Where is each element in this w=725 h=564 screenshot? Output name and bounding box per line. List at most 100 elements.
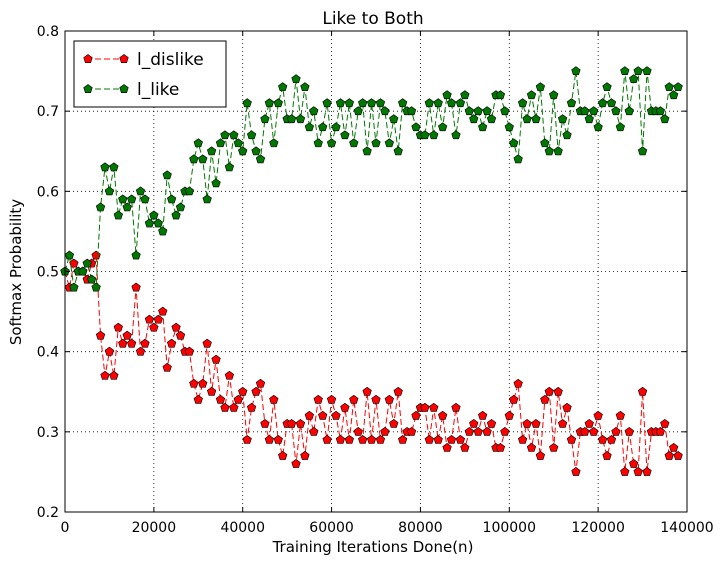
data-point-l-dislike <box>549 442 559 452</box>
data-point-l-dislike <box>144 314 155 324</box>
data-point-l-like <box>87 274 97 284</box>
legend-label: l_like <box>137 80 179 100</box>
data-point-l-dislike <box>606 434 617 444</box>
data-point-l-dislike <box>251 386 261 396</box>
data-point-l-dislike <box>411 410 421 420</box>
data-point-l-dislike <box>380 426 390 436</box>
data-point-l-dislike <box>260 418 270 428</box>
data-point-l-like <box>122 202 132 212</box>
data-point-l-like <box>318 122 328 132</box>
data-point-l-like <box>135 186 146 196</box>
y-tick-label: 0.3 <box>37 425 59 441</box>
data-point-l-dislike <box>642 467 652 476</box>
data-point-l-like <box>246 130 257 140</box>
data-point-l-dislike <box>446 434 457 444</box>
data-point-l-like <box>420 130 430 140</box>
data-point-l-like <box>531 114 541 124</box>
data-point-l-like <box>477 122 488 132</box>
data-point-l-dislike <box>611 426 621 436</box>
data-point-l-dislike <box>393 386 403 396</box>
data-point-l-dislike <box>593 410 603 420</box>
legend: l_dislike l_like <box>73 40 227 108</box>
data-point-l-dislike <box>460 442 470 452</box>
data-point-l-like <box>597 98 608 108</box>
data-point-l-like <box>544 146 554 156</box>
data-point-l-dislike <box>660 418 670 428</box>
data-point-l-dislike <box>193 394 203 404</box>
tick-group: 0 20000 40000 60000 80000 100000 120000 140000 0… <box>37 24 714 536</box>
data-point-l-dislike <box>313 394 323 404</box>
data-point-l-like <box>198 154 208 164</box>
data-point-l-dislike <box>118 338 128 348</box>
data-point-l-dislike <box>358 434 368 444</box>
data-point-l-like <box>264 98 275 108</box>
y-tick-label: 0.7 <box>37 104 59 120</box>
data-point-l-dislike <box>291 459 301 468</box>
data-point-l-dislike <box>113 322 123 332</box>
data-point-l-like <box>349 138 359 148</box>
data-point-l-like <box>251 146 261 156</box>
legend-marker <box>83 54 93 63</box>
data-point-l-dislike <box>455 434 466 444</box>
data-point-l-dislike <box>420 402 430 412</box>
data-point-l-dislike <box>149 322 159 332</box>
data-point-l-like <box>611 106 621 116</box>
data-point-l-like <box>642 66 652 76</box>
data-point-l-dislike <box>264 434 275 444</box>
data-point-l-like <box>633 66 643 76</box>
data-point-l-dislike <box>238 386 248 396</box>
data-point-l-like <box>113 210 123 220</box>
data-point-l-like <box>540 138 550 148</box>
data-point-l-like <box>557 114 568 124</box>
data-point-l-dislike <box>513 378 523 388</box>
data-point-l-like <box>482 106 492 116</box>
data-point-l-like <box>669 90 679 100</box>
data-point-l-dislike <box>597 434 608 444</box>
chart-title: Like to Both <box>322 9 423 29</box>
data-point-l-like <box>442 90 452 100</box>
data-point-l-like <box>606 98 617 108</box>
data-point-l-like <box>513 154 523 164</box>
data-point-l-like <box>82 258 92 268</box>
data-point-l-dislike <box>171 322 181 332</box>
data-point-l-dislike <box>273 434 283 444</box>
data-point-l-like <box>353 106 363 116</box>
data-point-l-like <box>375 98 386 108</box>
data-point-l-dislike <box>424 434 434 444</box>
data-point-l-dislike <box>353 426 363 436</box>
data-point-l-like <box>162 170 172 180</box>
data-point-l-dislike <box>398 434 408 444</box>
data-point-l-dislike <box>562 402 572 412</box>
data-point-l-dislike <box>495 442 506 452</box>
data-point-l-like <box>562 130 572 140</box>
data-point-l-like <box>300 82 310 92</box>
data-point-l-like <box>158 226 168 236</box>
data-point-l-like <box>322 98 332 108</box>
data-point-l-dislike <box>322 434 332 444</box>
data-point-l-like <box>78 266 88 276</box>
data-point-l-dislike <box>384 394 394 404</box>
data-point-l-like <box>571 66 581 76</box>
y-tick-label: 0.6 <box>37 184 59 200</box>
data-point-l-dislike <box>362 386 372 396</box>
data-point-l-like <box>269 138 279 148</box>
data-point-l-like <box>624 106 634 116</box>
data-point-l-like <box>238 146 248 156</box>
data-point-l-dislike <box>526 442 537 452</box>
data-point-l-like <box>593 122 603 132</box>
data-point-l-dislike <box>326 394 337 404</box>
data-point-l-dislike <box>531 418 541 428</box>
data-point-l-like <box>286 114 297 124</box>
data-point-l-dislike <box>375 434 386 444</box>
data-point-l-like <box>424 98 434 108</box>
data-point-l-dislike <box>95 330 106 340</box>
data-point-l-like <box>193 138 203 148</box>
data-point-l-like <box>100 162 110 172</box>
data-point-l-dislike <box>669 442 679 452</box>
data-point-l-like <box>406 106 417 116</box>
data-point-l-like <box>233 138 243 148</box>
x-axis-label: Training Iterations Done(n) <box>272 538 474 556</box>
data-point-l-like <box>215 138 226 148</box>
data-point-l-dislike <box>482 426 492 436</box>
